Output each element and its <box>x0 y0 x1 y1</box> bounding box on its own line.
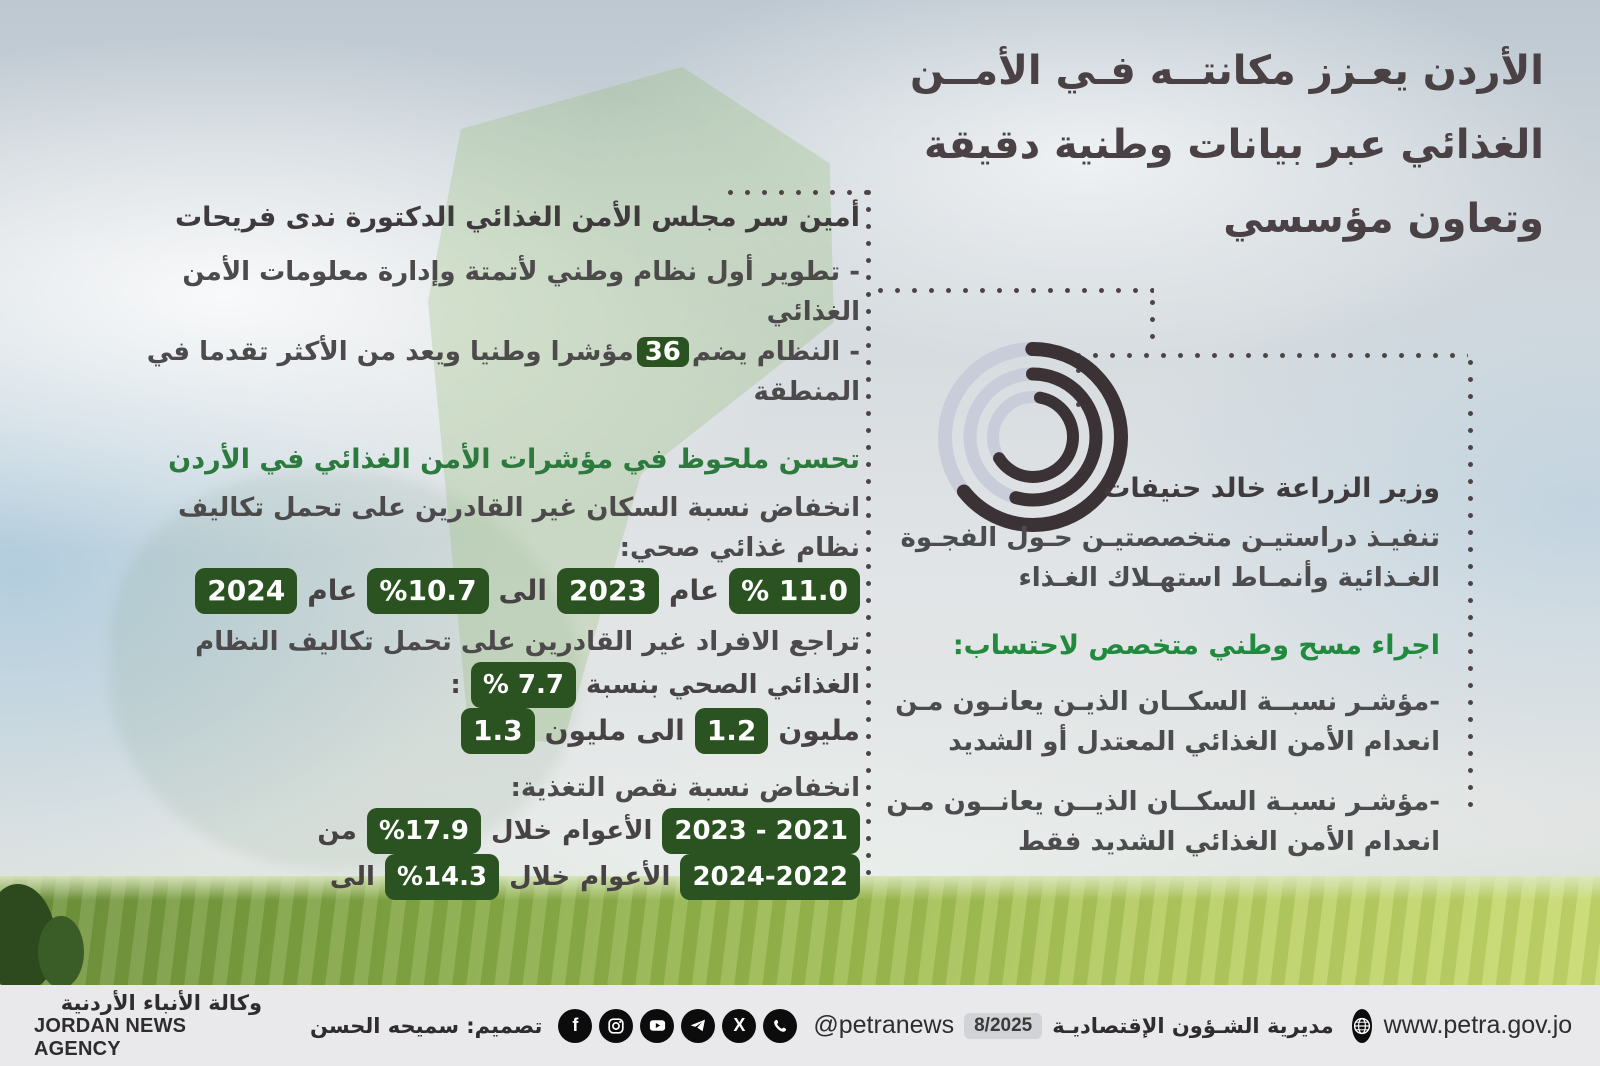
title-line-2: الغذائي عبر بيانات وطنية دقيقة <box>924 122 1544 168</box>
instagram-icon[interactable] <box>599 1008 634 1043</box>
stat-word: الغذائي الصحي بنسبة <box>585 670 860 700</box>
million-stat-row: 1.3 مليون الى 1.2 مليون <box>136 708 860 754</box>
stat-word: الى <box>329 862 375 892</box>
minister-header: وزير الزراعة خالد حنيفات <box>1103 473 1440 504</box>
directorate-label: مديرية الشـؤون الإقتصاديـة <box>1052 1013 1334 1038</box>
stat-badge: 1.3 <box>461 708 535 754</box>
telegram-icon[interactable] <box>681 1008 716 1043</box>
agency-block: وكالة الأنباء الأردنية JORDAN NEWS AGENC… <box>34 991 262 1061</box>
social-icons: f X <box>558 1008 798 1043</box>
stat-badge: % 7.7 <box>470 662 576 708</box>
indicator-moderate: -مؤشـر نسبــة السكــان الذيـن يعانـون مـ… <box>895 687 1440 757</box>
item-indicators-count: - النظام يضم36مؤشرا وطنيا ويعد من الأكثر… <box>146 337 860 407</box>
stat-badge: 2023 - 2021 <box>662 808 860 854</box>
stat-word: من <box>317 816 357 846</box>
studies-paragraph: تنفيـذ دراستيـن متخصصتيـن حـول الفجـوة ا… <box>900 523 1440 593</box>
right-column: وزير الزراعة خالد حنيفات تنفيـذ دراستيـن… <box>875 468 1440 862</box>
dotted-line <box>866 190 871 880</box>
stat-word: الى <box>498 574 547 607</box>
globe-icon <box>1351 1008 1372 1043</box>
stat-badge: 1.2 <box>694 708 769 754</box>
dotted-line <box>878 288 1154 293</box>
stat-badge: 2024-2022 <box>680 854 860 900</box>
colon: : <box>450 670 461 700</box>
survey-header: اجراء مسح وطني متخصص لاحتساب: <box>952 630 1440 661</box>
stat-word: عام <box>307 574 358 607</box>
stat-badge: %17.9 <box>366 808 482 854</box>
agency-name-english: JORDAN NEWS AGENCY <box>34 1014 187 1060</box>
undernutrition-stat-2: الى %14.3 خلال الأعوام 2024-2022 <box>248 854 860 900</box>
decline-line-1: تراجع الافراد غير القادرين على تحمل تكال… <box>195 627 860 657</box>
stat-badge: 2023 <box>557 568 659 614</box>
stat-word: الأعوام <box>580 862 671 892</box>
social-handle[interactable]: @petranews <box>813 1011 955 1039</box>
decline-line-2: : % 7.7 الغذائي الصحي بنسبة <box>136 662 860 708</box>
tree-silhouette <box>38 916 84 988</box>
title-line-1: الأردن يعـزز مكانتــه فـي الأمــن <box>909 48 1544 94</box>
stat-word: خلال <box>509 862 571 892</box>
date-badge: 8/2025 <box>964 1012 1043 1039</box>
whatsapp-icon[interactable] <box>763 1008 798 1043</box>
undernutrition-header: انخفاض نسبة نقص التغذية: <box>510 773 860 803</box>
stat-word: مليون <box>544 714 627 747</box>
agency-name-arabic: وكالة الأنباء الأردنية <box>60 990 262 1015</box>
indicators-count-badge: 36 <box>636 337 689 367</box>
facebook-icon[interactable]: f <box>558 1008 593 1043</box>
stat-badge: %14.3 <box>384 854 500 900</box>
affordability-paragraph: انخفاض نسبة السكان غير القادرين على تحمل… <box>177 493 860 563</box>
stat-word: مليون <box>778 714 860 747</box>
stat-word: عام <box>668 574 720 607</box>
title-line-3: وتعاون مؤسسي <box>1223 196 1544 242</box>
stat-badge: 2024 <box>195 568 298 614</box>
website-url[interactable]: www.petra.gov.jo <box>1383 1011 1573 1039</box>
dotted-line <box>1150 300 1155 350</box>
dotted-line <box>1076 353 1468 358</box>
item-system-development: - تطوير أول نظام وطني لأتمتة وإدارة معلو… <box>182 257 860 327</box>
secretary-header: أمين سر مجلس الأمن الغذائي الدكتورة ندى … <box>174 202 860 233</box>
designer-credit: تصميم: سميحه الحسن <box>310 1013 543 1038</box>
indicator-severe: -مؤشـر نسبـة السكــان الذيــن يعانــون م… <box>886 787 1440 857</box>
youtube-icon[interactable] <box>640 1008 675 1043</box>
stat-word: الأعوام <box>562 816 653 846</box>
undernutrition-stat-1: من %17.9 خلال الأعوام 2023 - 2021 <box>248 808 860 854</box>
page-title: الأردن يعـزز مكانتــه فـي الأمــن الغذائ… <box>764 34 1544 256</box>
stat-word: الى <box>636 714 685 747</box>
stat-badge: %10.7 <box>367 568 489 614</box>
improvement-header: تحسن ملحوظ في مؤشرات الأمن الغذائي في ال… <box>168 444 860 475</box>
dotted-line <box>1468 360 1473 808</box>
x-twitter-icon[interactable]: X <box>722 1008 757 1043</box>
affordability-stat-row: 2024 عام %10.7 الى 2023 عام % 11.0 <box>136 568 860 614</box>
food-security-council-logo <box>938 342 1128 532</box>
stat-badge: % 11.0 <box>729 568 860 614</box>
dotted-line <box>728 190 870 195</box>
left-column: أمين سر مجلس الأمن الغذائي الدكتورة ندى … <box>136 198 860 900</box>
stat-word: خلال <box>491 816 553 846</box>
footer-bar: وكالة الأنباء الأردنية JORDAN NEWS AGENC… <box>0 985 1600 1066</box>
